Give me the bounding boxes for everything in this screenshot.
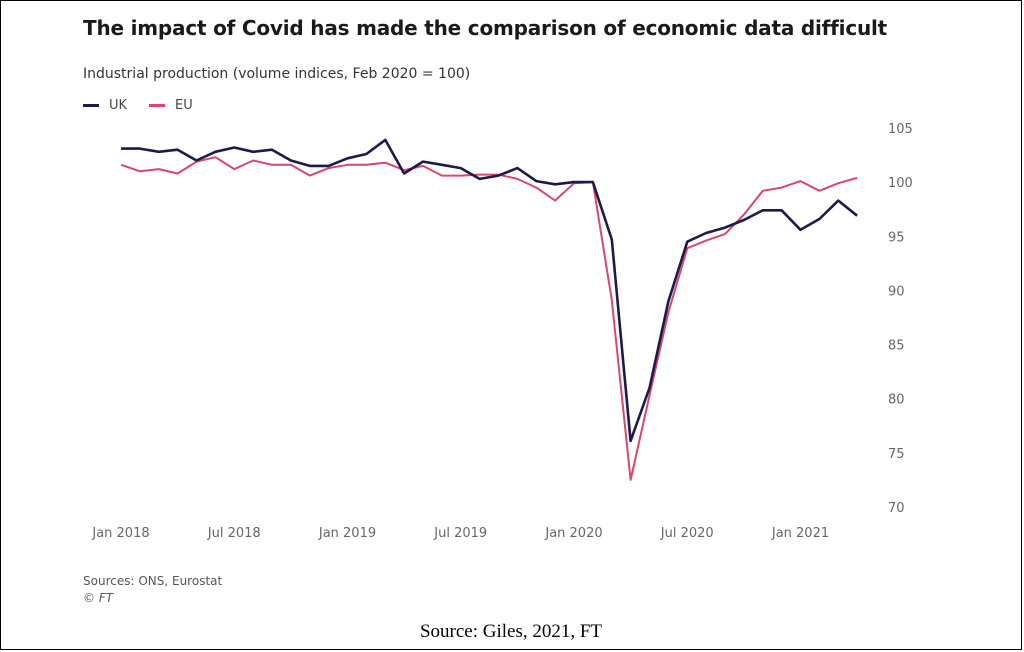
y-tick-label: 95 (888, 230, 905, 245)
legend-item-uk: UK (83, 98, 127, 113)
chart-legend: UK EU (83, 98, 193, 113)
legend-label-eu: EU (175, 98, 193, 113)
series-line-uk (121, 138, 858, 443)
x-tick-label: Jul 2018 (207, 526, 261, 541)
figure-caption: Source: Giles, 2021, FT (419, 621, 603, 642)
y-tick-label: 85 (888, 339, 905, 354)
legend-label-uk: UK (109, 98, 128, 113)
y-tick-label: 70 (888, 501, 905, 516)
legend-swatch-eu (149, 104, 166, 107)
chart-subtitle: Industrial production (volume indices, F… (83, 66, 471, 82)
series-line-eu (120, 156, 858, 481)
ft-credit: © FT (83, 591, 114, 605)
chart-title: The impact of Covid has made the compari… (83, 16, 888, 40)
sources-note: Sources: ONS, Eurostat (83, 574, 223, 588)
y-tick-label: 90 (888, 284, 905, 299)
x-tick-label: Jul 2020 (660, 526, 714, 541)
x-tick-label: Jul 2019 (433, 526, 487, 541)
x-tick-label: Jan 2019 (318, 526, 376, 541)
y-tick-label: 105 (888, 122, 913, 137)
x-tick-label: Jan 2021 (771, 526, 829, 541)
y-tick-label: 75 (888, 447, 905, 462)
x-tick-label: Jan 2018 (91, 526, 149, 541)
y-tick-label: 80 (888, 393, 905, 408)
legend-swatch-uk (83, 104, 99, 107)
legend-item-eu: EU (149, 98, 193, 113)
y-tick-label: 100 (888, 176, 913, 191)
x-tick-label: Jan 2020 (544, 526, 602, 541)
